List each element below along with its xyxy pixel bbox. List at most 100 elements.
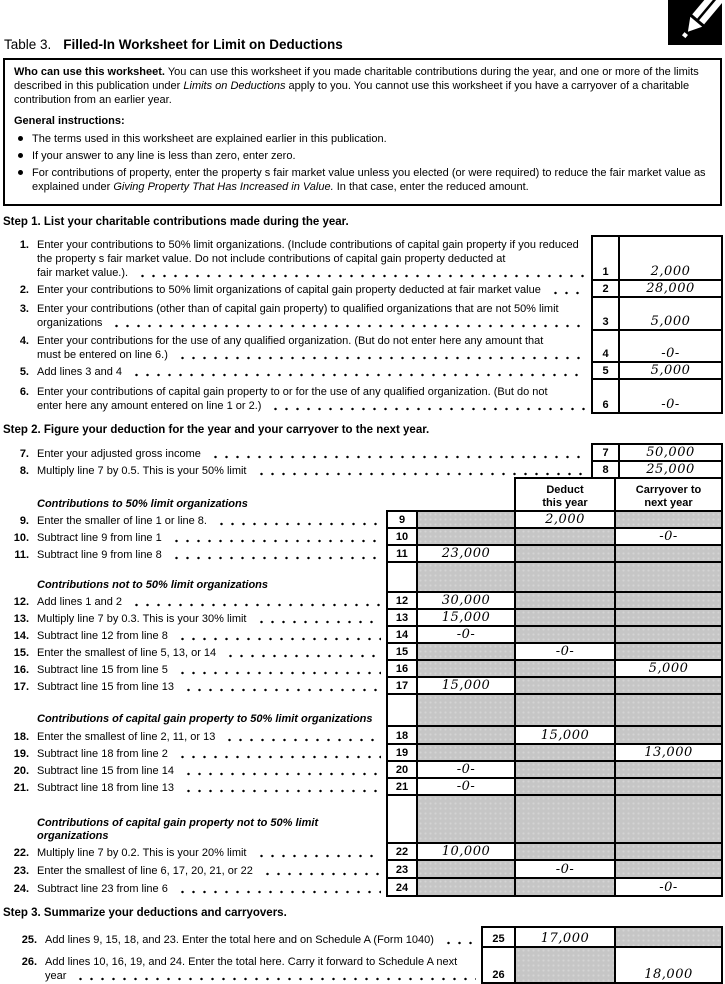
row-label: enter here any amount entered on line 1 …: [37, 400, 262, 412]
shaded-cell: [514, 743, 616, 762]
bullet-icon: [18, 153, 23, 158]
shaded-cell: [416, 794, 516, 844]
instruction-bullet-2: If your answer to any line is less than …: [16, 149, 711, 163]
row-label: organizations: [37, 317, 103, 329]
intro-box: Who can use this worksheet. You can use …: [3, 58, 722, 206]
shaded-cell: [614, 625, 723, 644]
amount-cell: -0-: [614, 527, 723, 546]
line-number-cell: 18: [386, 725, 418, 745]
amount-cell: -0-: [614, 877, 723, 897]
line-number-cell: 25: [481, 926, 516, 948]
shaded-cell: [416, 642, 516, 661]
section-spacer-row: Contributions of capital gain property n…: [3, 794, 723, 844]
amount-cell: -0-: [416, 625, 516, 644]
table-row: 11. Subtract line 9 from line 8 11 23,000: [3, 544, 723, 563]
row-label: Add lines 3 and 4: [37, 366, 123, 378]
shaded-cell: [614, 777, 723, 796]
row-number: 22.: [13, 847, 29, 859]
table-row: 3. Enter your contributions (other than o…: [3, 296, 723, 331]
amount-cell: 13,000: [614, 743, 723, 762]
line-number-cell: 11: [386, 544, 418, 563]
dot-leader: [211, 515, 381, 527]
row-number: 1.: [19, 239, 29, 251]
bullet-icon: [18, 136, 23, 141]
step2-heading: Step 2. Figure your deduction for the ye…: [3, 424, 430, 436]
table-row: 17. Subtract line 15 from line 13 17 15,0…: [3, 676, 723, 695]
instruction-bullet-3: For contributions of property, enter the…: [16, 166, 711, 194]
table-row: 6. Enter your contributions of capital ga…: [3, 378, 723, 414]
amount-cell: 2,000: [514, 510, 616, 529]
row-number: 8.: [19, 465, 29, 477]
table-row: 7. Enter your adjusted gross income 7 50,…: [3, 443, 723, 462]
shaded-cell: [386, 794, 418, 844]
dot-leader: [127, 366, 586, 378]
row-number: 9.: [19, 515, 29, 527]
row-number: 16.: [13, 664, 29, 676]
dot-leader: [178, 681, 381, 693]
table-row: 20. Subtract line 15 from line 14 20 -0-: [3, 760, 723, 779]
amount-cell: -0-: [416, 777, 516, 796]
dot-leader: [438, 934, 476, 946]
table-row: 2. Enter your contributions to 50% limit …: [3, 279, 723, 298]
shaded-cell: [614, 561, 723, 593]
line-number-cell: 3: [591, 296, 620, 331]
dot-leader: [71, 970, 476, 982]
row-number: 14.: [13, 630, 29, 642]
line-number-cell: 1: [591, 235, 620, 281]
bullet-italic-ref: Giving Property That Has Increased in Va…: [113, 181, 334, 193]
amount-cell: -0-: [416, 760, 516, 779]
table-row: 13. Multiply line 7 by 0.3. This is your …: [3, 608, 723, 627]
shaded-cell: [386, 693, 418, 727]
step1-table: 1. Enter your contributions to 50% limit …: [3, 235, 723, 414]
row-number: 5.: [19, 366, 29, 378]
row-number: 21.: [13, 782, 29, 794]
step1-heading: Step 1. List your charitable contributio…: [3, 216, 349, 228]
amount-cell: 28,000: [618, 279, 723, 298]
shaded-cell: [514, 561, 616, 593]
shaded-cell: [614, 725, 723, 745]
row-label: Enter your contributions (other than of …: [37, 303, 559, 315]
row-number: 3.: [19, 303, 29, 315]
shaded-cell: [614, 608, 723, 627]
amount-cell: 15,000: [514, 725, 616, 745]
row-number: 4.: [19, 335, 29, 347]
dot-leader: [251, 465, 586, 477]
line-number-cell: 8: [591, 460, 620, 479]
step2-table: 7. Enter your adjusted gross income 7 50,…: [3, 443, 723, 479]
table-row: 25. Add lines 9, 15, 18, and 23. Enter th…: [3, 926, 723, 948]
dot-leader: [172, 883, 381, 895]
table-row: 18. Enter the smallest of line 2, 11, or …: [3, 725, 723, 745]
row-label: Enter the smaller of line 1 or line 8.: [37, 515, 207, 527]
amount-cell: 5,000: [618, 361, 723, 380]
shaded-cell: [416, 561, 516, 593]
line-number-cell: 4: [591, 329, 620, 363]
line-number-cell: 12: [386, 591, 418, 610]
limit-table: Contributions to 50% limit organizations…: [3, 477, 723, 897]
table-row: 5. Add lines 3 and 4 5 5,000: [3, 361, 723, 380]
row-number: 18.: [13, 731, 29, 743]
line-number-cell: 17: [386, 676, 418, 695]
dot-leader: [172, 664, 381, 676]
dot-leader: [166, 549, 381, 561]
shaded-cell: [514, 544, 616, 563]
column-header-deduct: Deduct this year: [514, 477, 616, 512]
dot-leader: [127, 596, 381, 608]
row-number: 26.: [21, 956, 37, 968]
row-label: Enter the smallest of line 2, 11, or 13: [37, 731, 216, 743]
section-subheading: Contributions of capital gain property t…: [37, 713, 373, 725]
who-text-1: You can use this worksheet if you made c…: [14, 66, 699, 92]
amount-cell: 5,000: [614, 659, 723, 678]
shaded-cell: [614, 693, 723, 727]
shaded-cell: [514, 760, 616, 779]
row-number: 15.: [13, 647, 29, 659]
line-number-cell: 7: [591, 443, 620, 462]
row-label: Subtract line 15 from line 13: [37, 681, 174, 693]
amount-cell: -0-: [618, 378, 723, 414]
row-number: 6.: [19, 386, 29, 398]
section-spacer-row: Contributions not to 50% limit organizat…: [3, 561, 723, 593]
amount-cell: -0-: [618, 329, 723, 363]
shaded-cell: [416, 693, 516, 727]
bullet-text-1: For contributions of property, enter the…: [32, 167, 706, 193]
line-number-cell: 10: [386, 527, 418, 546]
table-row: 22. Multiply line 7 by 0.2. This is your …: [3, 842, 723, 861]
